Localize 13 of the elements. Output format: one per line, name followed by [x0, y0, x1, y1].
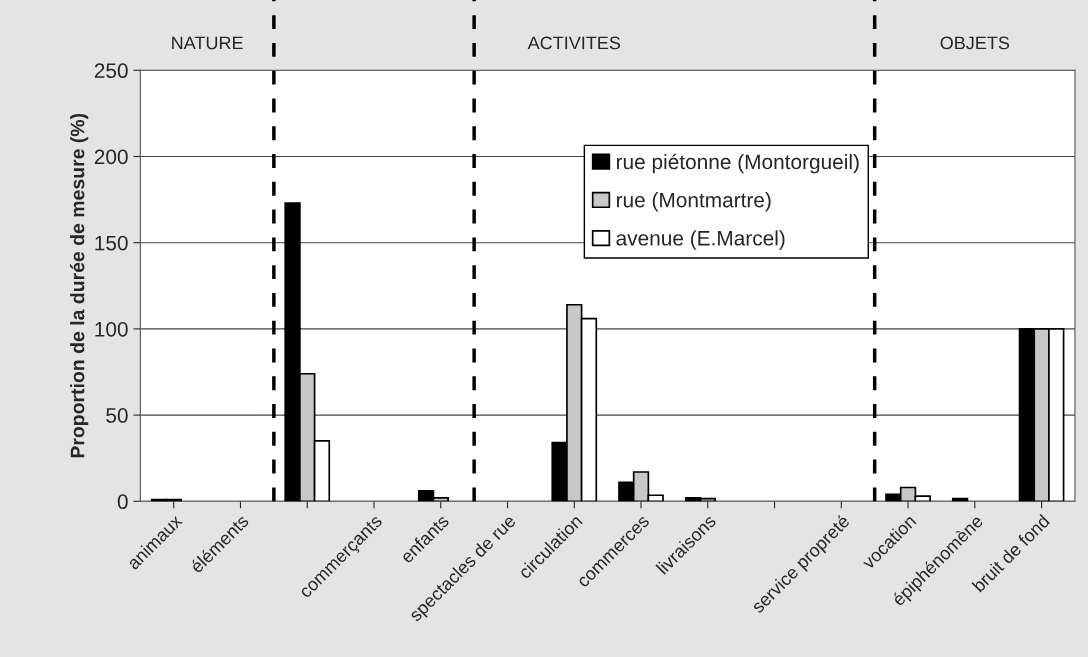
text: OBJETS	[940, 36, 1010, 50]
y-tick-label: 100	[95, 321, 128, 337]
legend-label: avenue (E.Marcel)	[616, 230, 785, 250]
y-axis-title: Proportion de la durée de mesure (%)	[69, 113, 89, 458]
y-tick-label: 250	[94, 63, 128, 79]
y-tick-label: 50	[106, 408, 128, 423]
text: NATURE	[172, 36, 243, 50]
y-tick-label: 200	[94, 149, 128, 165]
text: ACTIVITES	[527, 36, 621, 50]
legend-label: rue piétonne (Montorgueil)	[616, 153, 859, 174]
legend-label: rue (Montmartre)	[616, 192, 771, 212]
y-tick-label: 0	[117, 494, 128, 510]
y-tick-label: 150	[95, 235, 128, 251]
